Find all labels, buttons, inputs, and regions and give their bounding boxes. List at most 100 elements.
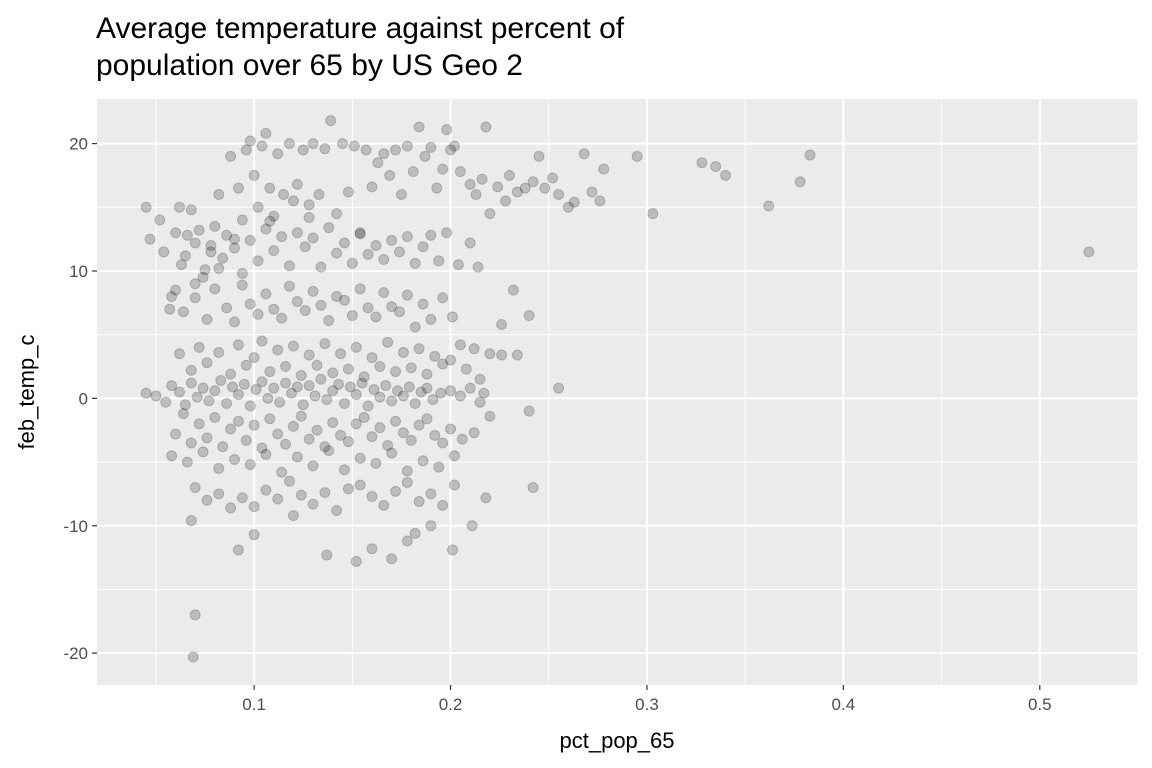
data-point — [323, 315, 335, 327]
data-point — [205, 246, 217, 258]
data-point — [409, 321, 421, 333]
data-point — [354, 452, 366, 464]
data-point — [158, 246, 170, 258]
data-point — [321, 549, 333, 561]
data-point — [533, 150, 545, 162]
data-point — [413, 121, 425, 133]
data-point — [427, 394, 439, 406]
data-point — [236, 492, 248, 504]
data-point — [437, 437, 449, 449]
data-point — [170, 428, 182, 440]
data-point — [311, 424, 323, 436]
data-point — [354, 227, 366, 239]
data-point — [225, 368, 237, 380]
data-point — [228, 242, 240, 254]
data-point — [445, 144, 457, 156]
data-point — [594, 195, 606, 207]
data-point — [232, 544, 244, 556]
data-point — [378, 499, 390, 511]
data-point — [374, 361, 386, 373]
data-point — [484, 348, 496, 360]
data-point — [331, 208, 343, 220]
data-point — [503, 169, 515, 181]
data-point — [185, 515, 197, 527]
data-point — [227, 381, 239, 393]
data-point — [421, 382, 433, 394]
data-point — [287, 510, 299, 522]
data-point — [338, 464, 350, 476]
data-point — [225, 502, 237, 514]
data-point — [386, 395, 398, 407]
data-point — [441, 227, 453, 239]
data-point — [333, 378, 345, 390]
data-point — [295, 489, 307, 501]
data-point — [456, 433, 468, 445]
data-point — [327, 417, 339, 429]
data-point — [421, 368, 433, 380]
data-point — [268, 245, 280, 257]
data-point — [386, 553, 398, 565]
data-point — [327, 367, 339, 379]
data-point — [448, 140, 460, 152]
data-point — [344, 381, 356, 393]
data-point — [199, 264, 211, 276]
data-point — [256, 376, 268, 388]
data-point — [710, 161, 722, 173]
data-point — [397, 390, 409, 402]
data-point — [390, 485, 402, 497]
data-point — [260, 484, 272, 496]
data-point — [437, 163, 449, 175]
data-point — [185, 364, 197, 376]
data-point — [338, 397, 350, 409]
data-point — [386, 301, 398, 313]
data-point — [295, 369, 307, 381]
data-point — [553, 189, 565, 201]
data-point — [523, 405, 535, 417]
data-point — [240, 359, 252, 371]
data-point — [586, 186, 598, 198]
data-point — [175, 259, 187, 271]
data-point — [342, 363, 354, 375]
data-point — [228, 233, 240, 245]
data-point — [763, 200, 775, 212]
data-point — [417, 455, 429, 467]
data-point — [181, 229, 193, 241]
data-point — [378, 148, 390, 160]
data-point — [283, 475, 295, 487]
data-point — [264, 182, 276, 194]
data-point — [303, 433, 315, 445]
data-point — [435, 387, 447, 399]
data-point — [291, 227, 303, 239]
data-point — [417, 298, 429, 310]
data-point — [303, 211, 315, 223]
data-point — [338, 294, 350, 306]
y-tick-label: -20 — [63, 644, 88, 663]
data-point — [201, 494, 213, 506]
data-point — [346, 257, 358, 269]
data-point — [452, 259, 464, 271]
data-point — [527, 176, 539, 188]
data-point — [331, 247, 343, 259]
data-point — [468, 343, 480, 355]
data-point — [209, 220, 221, 232]
y-axis-title: feb_temp_c — [14, 335, 39, 450]
data-point — [244, 298, 256, 310]
data-point — [303, 380, 315, 392]
data-point — [203, 395, 215, 407]
data-point — [647, 208, 659, 220]
data-point — [228, 454, 240, 466]
data-point — [173, 348, 185, 360]
data-point — [213, 262, 225, 274]
data-point — [397, 347, 409, 359]
data-point — [201, 357, 213, 369]
data-point — [425, 141, 437, 153]
data-point — [337, 138, 349, 150]
data-point — [283, 260, 295, 272]
data-point — [484, 410, 496, 422]
data-point — [164, 303, 176, 315]
data-point — [189, 609, 201, 621]
data-point — [170, 284, 182, 296]
data-point — [480, 492, 492, 504]
data-point — [244, 400, 256, 412]
data-point — [360, 144, 372, 156]
